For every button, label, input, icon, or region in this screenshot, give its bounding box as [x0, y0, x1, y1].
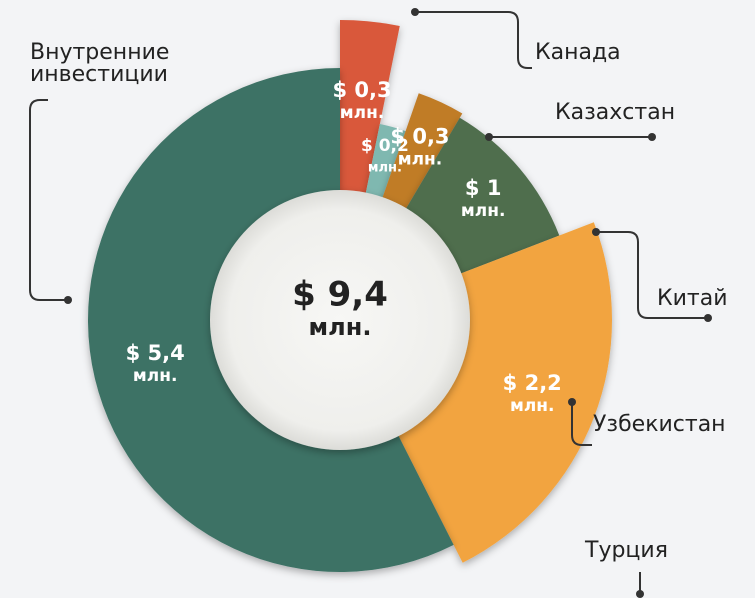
- segment: [394, 222, 612, 563]
- unit-label: млн.: [461, 201, 506, 221]
- total-unit: млн.: [309, 313, 372, 341]
- unit-label: млн.: [368, 161, 402, 176]
- category-label: Казахстан: [555, 100, 676, 125]
- category-label: Узбекистан: [593, 412, 726, 437]
- segment: [340, 20, 400, 203]
- total-label: $ 9,4: [292, 275, 388, 315]
- unit-label: млн.: [398, 150, 443, 170]
- value-label: $ 0,3: [390, 125, 449, 149]
- value-label: $ 0,3: [332, 78, 391, 102]
- value-label: $ 1: [465, 176, 502, 200]
- value-label: $ 2,2: [503, 371, 562, 395]
- segment: [401, 117, 560, 277]
- category-label: Китай: [657, 286, 728, 311]
- category-label: Канада: [535, 40, 621, 65]
- leader-lines: [29, 8, 712, 598]
- segment: [363, 124, 406, 207]
- category-label: Внутренние инвестиции: [30, 40, 170, 87]
- segment: [379, 93, 463, 217]
- unit-label: млн.: [510, 396, 555, 416]
- center-disc: [210, 190, 470, 450]
- value-label: $ 0,2: [361, 136, 409, 156]
- unit-label: млн.: [133, 366, 178, 386]
- category-label: Турция: [585, 538, 668, 563]
- value-label: $ 5,4: [126, 341, 185, 365]
- unit-label: млн.: [340, 103, 385, 123]
